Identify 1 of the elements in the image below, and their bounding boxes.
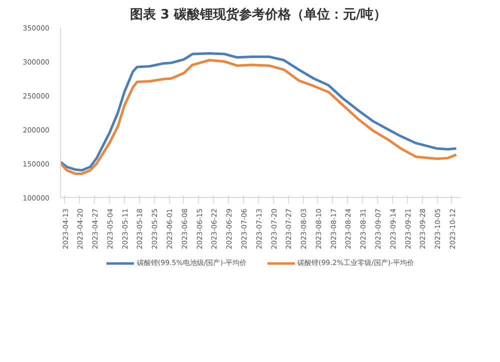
- chart-title: 图表 3 碳酸锂现货参考价格（单位：元/吨）: [130, 6, 387, 22]
